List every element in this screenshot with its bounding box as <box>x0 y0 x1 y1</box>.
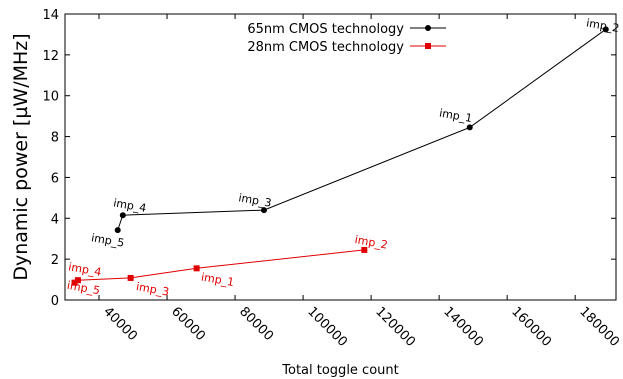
data-point-circle <box>466 124 473 131</box>
point-label: imp_3 <box>135 280 170 299</box>
y-axis-title: Dynamic power [µW/MHz] <box>10 33 32 280</box>
data-point-circle <box>114 227 121 234</box>
axes: 0 2 4 6 8 10 12 14 40000 60000 80000 100000 120000 14… <box>42 8 622 350</box>
legend-label: 28nm CMOS technology <box>247 40 404 55</box>
x-tick-label: 60000 <box>168 304 208 344</box>
x-tick-label: 140000 <box>440 304 486 350</box>
point-label: imp_2 <box>585 16 620 35</box>
point-label: imp_5 <box>90 231 125 250</box>
x-tick-label: 40000 <box>100 304 140 344</box>
legend-label: 65nm CMOS technology <box>247 22 404 37</box>
point-label: imp_4 <box>67 260 102 279</box>
x-tick-label: 100000 <box>304 304 350 350</box>
point-label: imp_1 <box>438 107 473 126</box>
point-label: imp_2 <box>354 233 389 252</box>
y-tick-label: 14 <box>42 8 59 23</box>
x-tick-label: 120000 <box>372 304 418 350</box>
x-tick-label: 180000 <box>576 304 622 350</box>
point-label: imp_5 <box>66 279 101 298</box>
x-tick-label: 160000 <box>508 304 554 350</box>
data-point-square <box>74 277 81 284</box>
y-tick-label: 10 <box>42 90 59 105</box>
legend-marker-square <box>425 43 431 49</box>
data-point-circle <box>119 212 126 219</box>
y-tick-label: 0 <box>51 294 59 309</box>
series-layer <box>71 26 609 286</box>
series-line-0 <box>117 28 607 231</box>
point-label: imp_4 <box>112 196 147 215</box>
data-point-square <box>127 274 134 281</box>
legend: 65nm CMOS technology 28nm CMOS technology <box>247 22 446 55</box>
data-point-square <box>193 265 200 272</box>
y-tick-label: 12 <box>42 49 59 64</box>
y-tick-label: 8 <box>51 131 59 146</box>
data-point-square <box>71 279 78 286</box>
point-label: imp_3 <box>237 191 272 210</box>
y-tick-label: 6 <box>51 171 59 186</box>
x-axis-title: Total toggle count <box>281 363 398 378</box>
plot-frame <box>64 13 617 301</box>
data-point-circle <box>260 207 267 214</box>
data-point-square <box>361 246 368 253</box>
point-label: imp_1 <box>200 270 235 289</box>
y-tick-label: 4 <box>51 212 59 227</box>
x-tick-label: 80000 <box>236 304 276 344</box>
y-tick-label: 2 <box>51 253 59 268</box>
legend-marker-circle <box>425 25 431 31</box>
data-point-circle <box>602 26 609 33</box>
